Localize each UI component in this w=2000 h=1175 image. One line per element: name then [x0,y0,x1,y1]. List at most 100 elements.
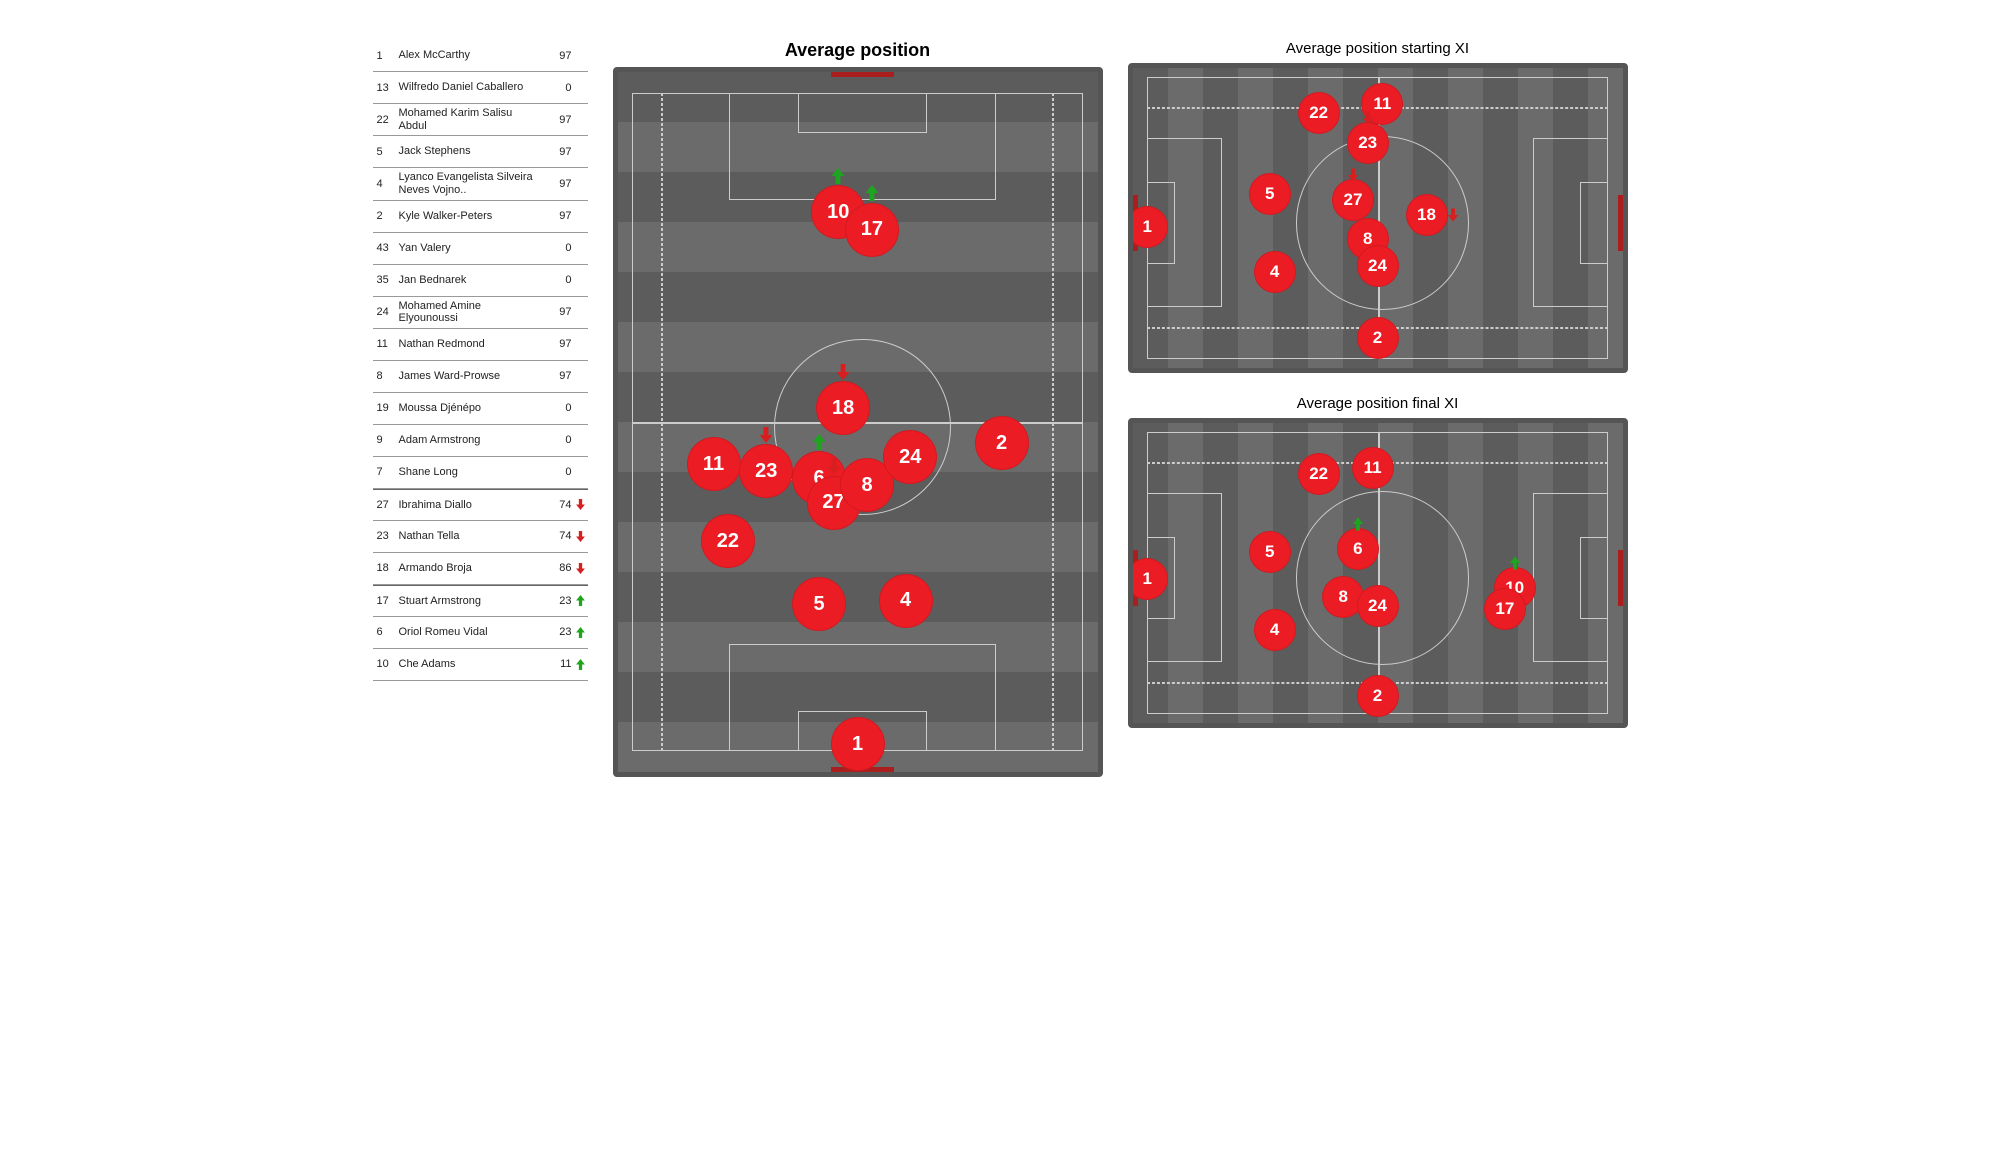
player-marker: 6 [1337,528,1379,570]
roster-row: 11 Nathan Redmond 97 [373,329,588,361]
roster-minutes: 74 [546,499,574,511]
roster-number: 19 [373,402,399,414]
roster-arrow-icon [574,595,588,606]
arrow-up-icon [1351,518,1364,531]
player-marker: 1 [831,717,885,771]
player-marker: 2 [1357,317,1399,359]
roster-minutes: 0 [546,242,574,254]
roster-minutes: 97 [546,306,574,318]
roster-arrow-icon [574,563,588,574]
roster-number: 13 [373,82,399,94]
player-marker: 23 [739,444,793,498]
roster-row: 1 Alex McCarthy 97 [373,40,588,72]
final-pitch: 1542211682421017 [1128,418,1628,728]
roster-number: 35 [373,274,399,286]
arrow-down-icon [835,364,851,380]
roster-row: 13 Wilfredo Daniel Caballero 0 [373,72,588,104]
main-pitch: 1542211236278241821017 [613,67,1103,777]
roster-minutes: 0 [546,466,574,478]
roster-number: 18 [373,562,399,574]
roster-name: Nathan Tella [399,530,546,543]
player-marker: 4 [879,574,933,628]
arrow-down-icon [758,427,774,443]
roster-minutes: 23 [546,595,574,607]
roster-number: 2 [373,210,399,222]
roster-row: 43 Yan Valery 0 [373,233,588,265]
player-marker: 11 [1352,447,1394,489]
roster-number: 27 [373,499,399,511]
roster-number: 9 [373,434,399,446]
roster-number: 8 [373,370,399,382]
roster-number: 11 [373,338,399,350]
roster-row: 17 Stuart Armstrong 23 [373,585,588,617]
player-marker: 5 [1249,531,1291,573]
player-marker: 4 [1254,609,1296,651]
arrow-down-icon [1347,169,1360,182]
roster-minutes: 0 [546,434,574,446]
roster-row: 23 Nathan Tella 74 [373,521,588,553]
roster-minutes: 97 [546,114,574,126]
roster-minutes: 97 [546,178,574,190]
player-marker: 27 [1332,179,1374,221]
starting-pitch: 15422112327824182 [1128,63,1628,373]
player-marker: 22 [1298,92,1340,134]
player-marker: 23 [1347,122,1389,164]
roster-arrow-icon [574,659,588,670]
arrow-down-icon [826,458,842,474]
roster-row: 9 Adam Armstrong 0 [373,425,588,457]
roster-row: 4 Lyanco Evangelista Silveira Neves Vojn… [373,168,588,200]
roster-number: 4 [373,178,399,190]
roster-number: 7 [373,466,399,478]
roster-arrow-icon [574,627,588,638]
roster-name: Mohamed Karim Salisu Abdul [399,107,546,132]
roster-number: 43 [373,242,399,254]
roster-name: James Ward-Prowse [399,370,546,383]
roster-minutes: 97 [546,50,574,62]
main-pitch-block: Average position 1542211236278241821017 [613,40,1103,777]
roster-number: 23 [373,530,399,542]
arrow-down-icon [1447,209,1460,222]
roster-number: 22 [373,114,399,126]
arrow-up-icon [1508,557,1521,570]
roster-name: Shane Long [399,466,546,479]
roster-minutes: 86 [546,562,574,574]
player-marker: 5 [1249,173,1291,215]
roster-row: 24 Mohamed Amine Elyounoussi 97 [373,297,588,329]
roster-name: Che Adams [399,658,546,671]
roster-name: Adam Armstrong [399,434,546,447]
roster-row: 27 Ibrahima Diallo 74 [373,489,588,521]
player-marker: 22 [701,514,755,568]
roster-row: 5 Jack Stephens 97 [373,136,588,168]
final-pitch-block: Average position final XI 15422116824210… [1128,395,1628,728]
player-marker: 22 [1298,453,1340,495]
starting-pitch-title: Average position starting XI [1286,40,1469,57]
roster-name: Alex McCarthy [399,49,546,62]
roster-minutes: 97 [546,370,574,382]
roster-number: 24 [373,306,399,318]
main-pitch-title: Average position [785,40,930,61]
roster-name: Moussa Djénépo [399,402,546,415]
player-marker: 1 [1128,206,1169,248]
roster-row: 19 Moussa Djénépo 0 [373,393,588,425]
roster-number: 1 [373,50,399,62]
player-marker: 17 [845,203,899,257]
roster-row: 7 Shane Long 0 [373,457,588,489]
roster-minutes: 97 [546,338,574,350]
player-roster-table: 1 Alex McCarthy 97 13 Wilfredo Daniel Ca… [373,40,588,681]
player-marker: 2 [975,416,1029,470]
roster-name: Ibrahima Diallo [399,499,546,512]
player-marker: 18 [1406,194,1448,236]
player-marker: 24 [883,430,937,484]
player-marker: 5 [792,577,846,631]
roster-row: 18 Armando Broja 86 [373,553,588,585]
roster-number: 5 [373,146,399,158]
roster-arrow-icon [574,531,588,542]
arrow-up-icon [830,168,846,184]
player-marker: 24 [1357,245,1399,287]
roster-row: 8 James Ward-Prowse 97 [373,361,588,393]
roster-number: 10 [373,658,399,670]
roster-name: Jack Stephens [399,145,546,158]
final-pitch-title: Average position final XI [1297,395,1459,412]
arrow-up-icon [864,185,880,201]
player-marker: 24 [1357,585,1399,627]
